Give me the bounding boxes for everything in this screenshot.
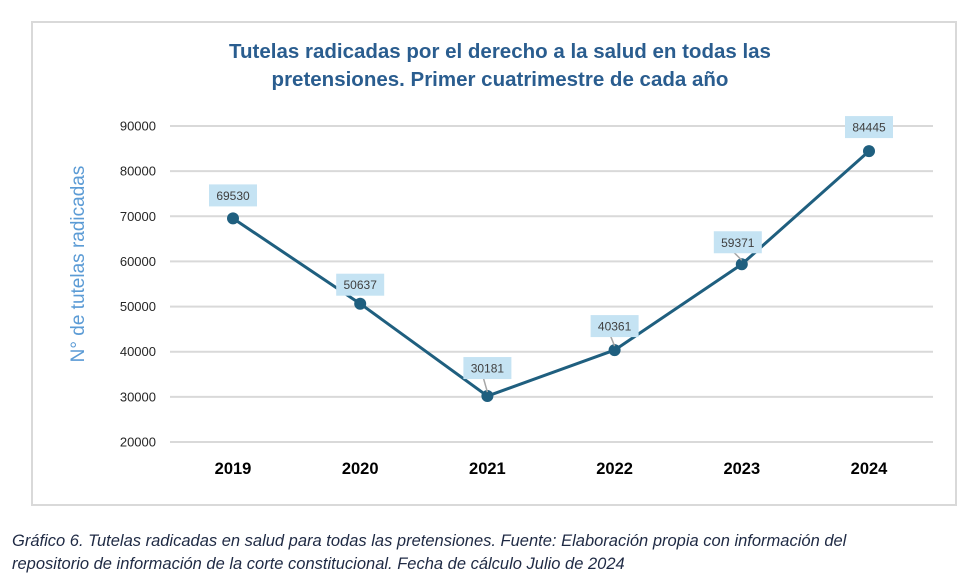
data-point (354, 297, 367, 310)
data-label-text: 50637 (344, 278, 378, 292)
y-tick-label: 40000 (120, 344, 156, 359)
data-label-leader (482, 377, 489, 393)
data-label-text: 30181 (471, 362, 505, 376)
data-label-text: 40361 (598, 320, 632, 334)
x-tick-label: 2019 (215, 460, 252, 478)
x-tick-label: 2024 (851, 460, 889, 478)
data-label-background (336, 273, 385, 296)
data-point (481, 390, 494, 403)
data-label-text: 69530 (216, 189, 250, 203)
series-line-layer (227, 145, 875, 403)
data-label-leader (609, 335, 616, 347)
data-label-text: 59371 (721, 236, 755, 250)
series-line (232, 149, 870, 398)
chart-title-line-2: pretensiones. Primer cuatrimestre de cad… (271, 68, 729, 91)
y-tick-label: 50000 (120, 299, 156, 314)
data-label: 50637 (336, 273, 385, 296)
y-tick-label: 90000 (120, 119, 156, 134)
y-tick-label: 80000 (120, 164, 156, 179)
data-labels: 69530 50637 30181 40361 59371 84445 (209, 116, 893, 393)
data-label-background (713, 231, 762, 254)
data-label: 40361 (590, 315, 639, 338)
chart-title: Tutelas radicadas por el derecho a la sa… (150, 38, 850, 94)
chart-frame (31, 21, 957, 506)
y-tick-label: 30000 (120, 389, 156, 404)
data-point (735, 258, 748, 271)
caption-line-2: repositorio de información de la corte c… (12, 555, 625, 573)
x-tick-label: 2022 (596, 460, 633, 478)
x-tick-label: 2023 (723, 460, 760, 478)
x-tick-label: 2020 (342, 460, 379, 478)
data-label-text: 84445 (852, 121, 886, 135)
data-label: 69530 (209, 184, 257, 207)
data-point (863, 145, 875, 158)
y-tick-label: 70000 (120, 209, 156, 224)
data-point (608, 344, 621, 357)
data-point (227, 212, 239, 225)
figure-caption: Gráfico 6. Tutelas radicadas en salud pa… (12, 530, 962, 576)
data-label-leader (733, 251, 743, 261)
data-label: 84445 (845, 116, 893, 139)
caption-line-1: Gráfico 6. Tutelas radicadas en salud pa… (12, 532, 847, 550)
data-label: 30181 (463, 357, 512, 380)
data-label-background (590, 315, 639, 338)
x-axis-ticks: 2019 2020 2021 2022 2023 2024 (215, 460, 889, 478)
data-label-background (845, 116, 893, 139)
data-label-background (209, 184, 257, 207)
data-label: 59371 (713, 231, 762, 254)
y-axis-ticks: 20000 30000 40000 50000 60000 70000 80000 90000 (120, 119, 156, 450)
chart-title-line-1: Tutelas radicadas por el derecho a la sa… (229, 40, 771, 63)
y-tick-label: 60000 (120, 254, 156, 269)
x-tick-label: 2021 (469, 460, 506, 478)
gridlines (170, 125, 933, 443)
data-label-background (463, 357, 512, 380)
y-tick-label: 20000 (120, 435, 156, 450)
